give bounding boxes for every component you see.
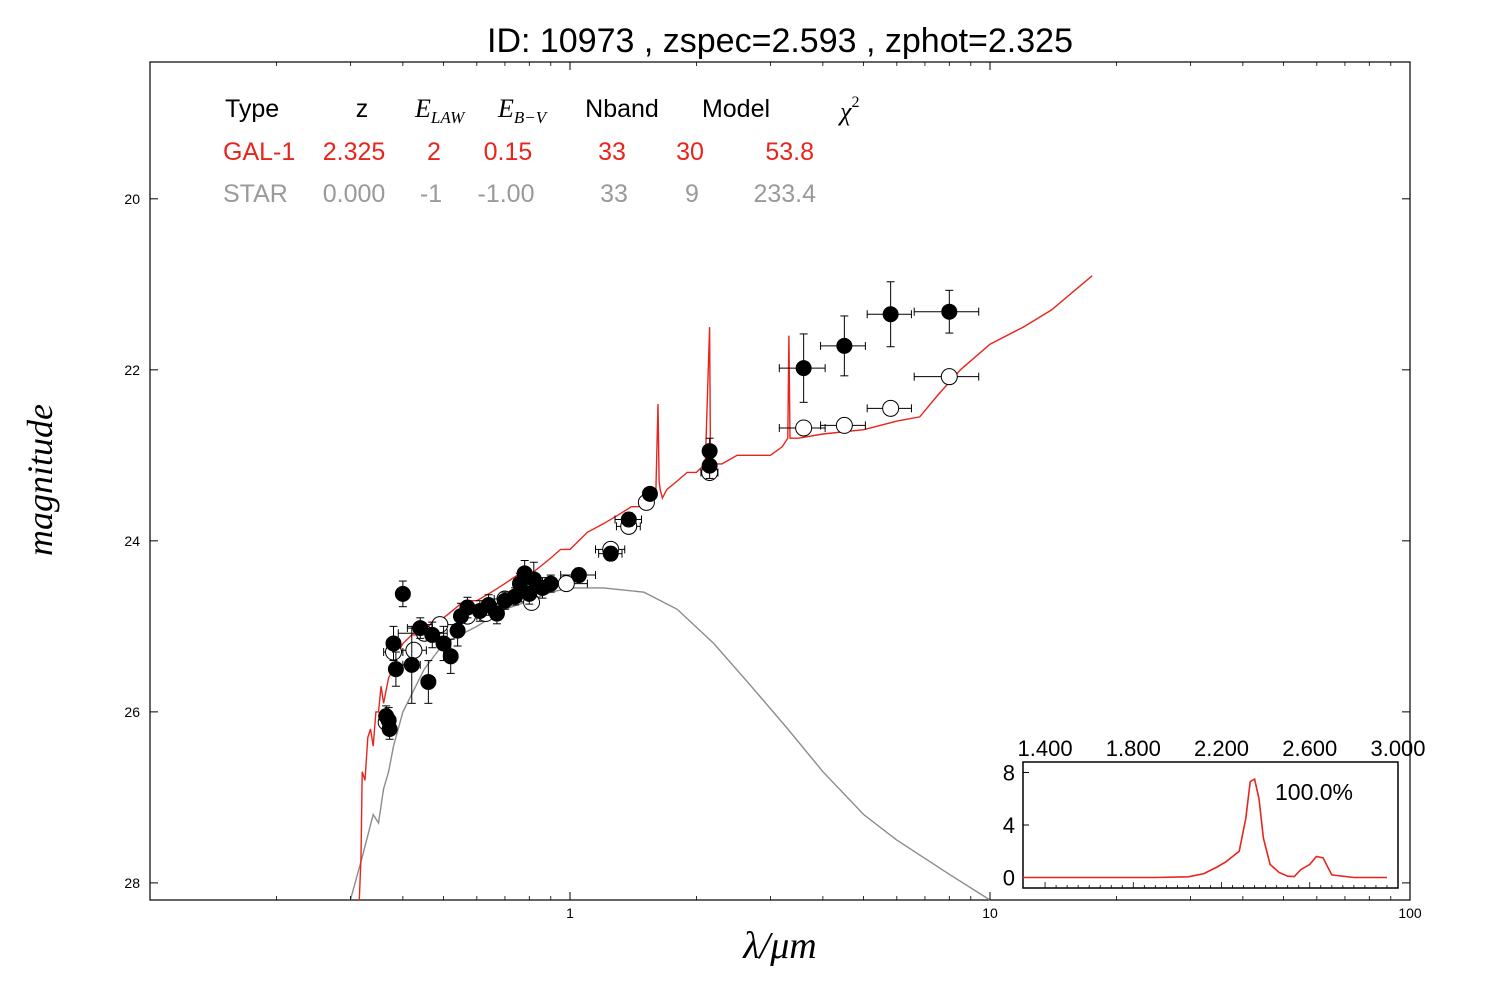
- inset-percent-label: 100.0%: [1275, 779, 1353, 805]
- figure-title: ID: 10973 , zspec=2.593 , zphot=2.325: [487, 22, 1073, 60]
- observed-photometry-point: [836, 337, 853, 354]
- observed-photometry-point: [412, 620, 429, 637]
- cell-nband: 33: [600, 180, 628, 208]
- observed-photometry-point: [387, 661, 404, 678]
- cell-elaw: -1: [420, 180, 442, 208]
- inset-top-tick-label: 3.000: [1370, 736, 1425, 761]
- observed-photometry-point: [449, 622, 466, 639]
- inset-top-tick-label: 1.800: [1106, 736, 1161, 761]
- inset-top-tick-label: 2.600: [1282, 736, 1337, 761]
- observed-photometry-point: [420, 673, 437, 690]
- table-row-star: STAR 0.000 -1 -1.00 33 9 233.4: [223, 180, 816, 208]
- observed-photometry-point: [521, 585, 538, 602]
- header-type: Type: [225, 95, 279, 123]
- observed-photometry-point: [488, 605, 505, 622]
- inset-y-tick-label: 0: [1003, 866, 1015, 891]
- cell-type: STAR: [223, 180, 288, 208]
- x-tick-label: 10: [982, 905, 998, 921]
- header-model: Model: [702, 95, 770, 123]
- cell-type: GAL-1: [223, 138, 295, 166]
- star-fit-layer: [349, 587, 991, 901]
- inset-top-tick-label: 1.400: [1018, 736, 1073, 761]
- cell-z: 0.000: [323, 180, 386, 208]
- photometry-layer: [377, 281, 980, 740]
- observed-photometry-point: [795, 360, 812, 377]
- table-row-galaxy: GAL-1 2.325 2 0.15 33 30 53.8: [223, 138, 814, 166]
- observed-photometry-point: [620, 511, 637, 528]
- y-tick-label: 28: [124, 875, 140, 891]
- observed-photometry-point: [602, 545, 619, 562]
- x-tick-label: 1: [566, 905, 574, 921]
- observed-photometry-point: [394, 585, 411, 602]
- model-photometry-point: [795, 419, 813, 437]
- header-ebv: EB−V: [497, 94, 549, 127]
- y-tick-label: 24: [124, 533, 140, 549]
- cell-model: 30: [676, 138, 704, 166]
- cell-chi2: 53.8: [765, 138, 814, 166]
- observed-photometry-point: [442, 648, 459, 665]
- observed-photometry-point: [435, 635, 452, 652]
- header-chi2: χ2: [837, 94, 859, 126]
- model-photometry-point: [405, 641, 423, 659]
- x-axis-label: λ/μm: [742, 925, 817, 967]
- inset-frame: [1022, 761, 1399, 889]
- observed-photometry-point: [385, 635, 402, 652]
- cell-ebv: 0.15: [484, 138, 533, 166]
- inset-top-tick-label: 2.200: [1194, 736, 1249, 761]
- model-photometry-point: [835, 416, 853, 434]
- model-photometry-point: [940, 368, 958, 386]
- observed-photometry-point: [403, 656, 420, 673]
- fit-summary-table: Type z ELAW EB−V Nband Model χ2 GAL-1 2.…: [223, 94, 859, 208]
- inset-y-tick-label: 4: [1003, 813, 1015, 838]
- observed-photometry-point: [641, 485, 658, 502]
- observed-photometry-point: [378, 708, 395, 725]
- y-tick-label: 26: [124, 704, 140, 720]
- header-nband: Nband: [585, 95, 659, 123]
- redshift-pdf-inset: 1.400 1.800 2.200 2.600 3.000 0 4 8 100.0%: [1003, 736, 1426, 891]
- cell-ebv: -1.00: [478, 180, 535, 208]
- inset-y-tick-label: 8: [1003, 761, 1015, 786]
- cell-chi2: 233.4: [753, 180, 816, 208]
- header-elaw: ELAW: [414, 94, 466, 127]
- observed-photometry-point: [701, 457, 718, 474]
- y-tick-label: 22: [124, 362, 140, 378]
- observed-photometry-point: [882, 306, 899, 323]
- cell-model: 9: [685, 180, 699, 208]
- observed-photometry-point: [424, 626, 441, 643]
- star-model-curve: [349, 587, 991, 901]
- main-plot-frame: [149, 61, 1411, 901]
- cell-z: 2.325: [323, 138, 386, 166]
- x-tick-label: 100: [1398, 905, 1422, 921]
- observed-photometry-point: [542, 575, 559, 592]
- observed-photometry-point: [701, 443, 718, 460]
- observed-photometry-point: [941, 303, 958, 320]
- observed-photometry-point: [570, 567, 587, 584]
- inset-pdf-curve: [1023, 777, 1387, 879]
- y-axis-label: magnitude: [20, 404, 60, 556]
- header-z: z: [356, 95, 369, 123]
- y-tick-label: 20: [124, 191, 140, 207]
- inset-ticks: 1.400 1.800 2.200 2.600 3.000 0 4 8: [1003, 736, 1426, 891]
- cell-nband: 33: [598, 138, 626, 166]
- model-photometry-point: [882, 399, 900, 417]
- cell-elaw: 2: [427, 138, 441, 166]
